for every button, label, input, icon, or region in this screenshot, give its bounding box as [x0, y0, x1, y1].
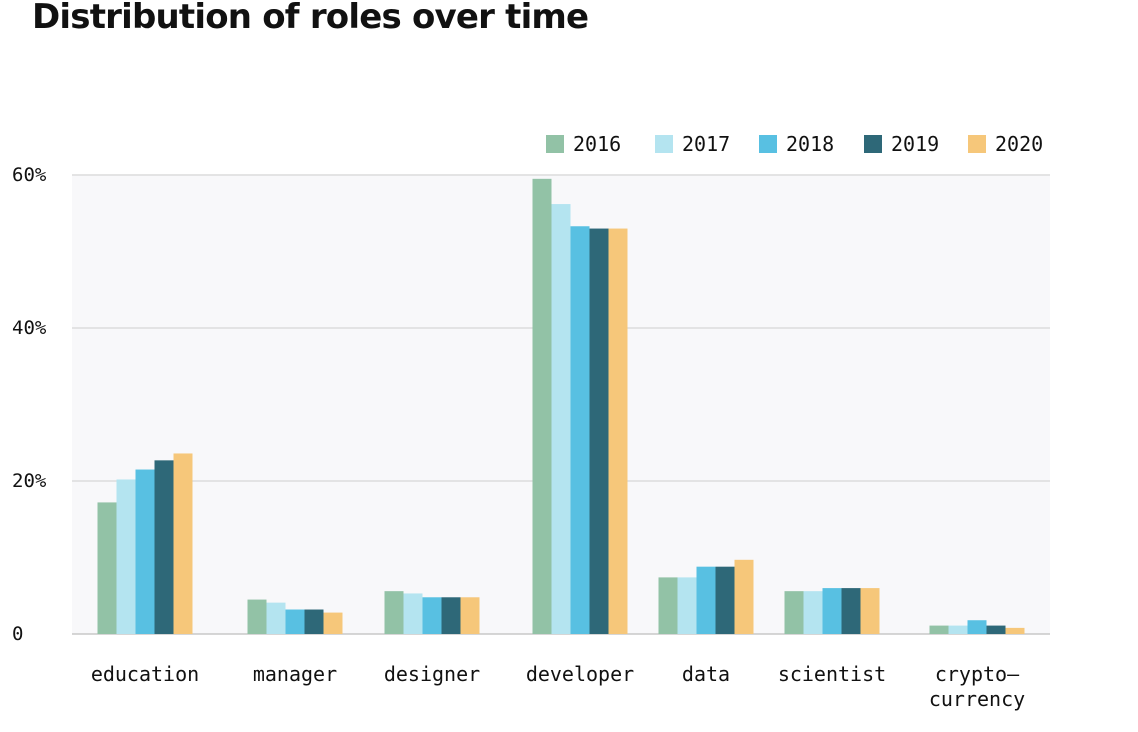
- bar-designer-2016[interactable]: [384, 591, 404, 634]
- legend-label: 2018: [786, 132, 834, 156]
- bar-manager-2017[interactable]: [266, 602, 286, 634]
- bar-education-2016[interactable]: [97, 502, 117, 634]
- legend-item-2020[interactable]: 2020: [968, 132, 1043, 156]
- legend-label: 2017: [682, 132, 730, 156]
- bar-scientist-2019[interactable]: [841, 588, 861, 634]
- legend-swatch: [546, 135, 564, 153]
- bar-crypto-currency-2019[interactable]: [986, 625, 1006, 634]
- bar-data-2020[interactable]: [734, 559, 754, 634]
- bar-education-2019[interactable]: [154, 460, 174, 634]
- x-tick-label: data: [682, 662, 730, 686]
- legend-label: 2019: [891, 132, 939, 156]
- bar-developer-2020[interactable]: [608, 228, 628, 635]
- bar-crypto-currency-2016[interactable]: [929, 625, 949, 634]
- y-tick-label: 20%: [12, 470, 47, 492]
- x-tick-label: developer: [526, 662, 634, 686]
- legend-item-2019[interactable]: 2019: [864, 132, 939, 156]
- bar-designer-2020[interactable]: [460, 597, 480, 634]
- bar-manager-2019[interactable]: [304, 609, 324, 634]
- legend-item-2018[interactable]: 2018: [759, 132, 834, 156]
- legend-swatch: [655, 135, 673, 153]
- bar-scientist-2018[interactable]: [822, 588, 842, 634]
- bar-education-2017[interactable]: [116, 479, 136, 634]
- bar-designer-2017[interactable]: [403, 593, 423, 634]
- bar-manager-2018[interactable]: [285, 609, 305, 634]
- bar-data-2017[interactable]: [677, 577, 697, 634]
- bar-scientist-2017[interactable]: [803, 591, 823, 634]
- bar-education-2020[interactable]: [173, 453, 193, 634]
- x-tick-label: designer: [384, 662, 480, 686]
- legend-item-2016[interactable]: 2016: [546, 132, 621, 156]
- y-tick-label: 60%: [12, 164, 47, 186]
- legend-label: 2016: [573, 132, 621, 156]
- bar-crypto-currency-2018[interactable]: [967, 620, 987, 634]
- legend-label: 2020: [995, 132, 1043, 156]
- bar-crypto-currency-2020[interactable]: [1005, 627, 1025, 634]
- y-tick-label: 40%: [12, 317, 47, 339]
- bar-developer-2018[interactable]: [570, 226, 590, 634]
- bar-developer-2017[interactable]: [551, 204, 571, 634]
- x-tick-label: manager: [253, 662, 337, 686]
- bar-crypto-currency-2017[interactable]: [948, 625, 968, 634]
- legend-swatch: [864, 135, 882, 153]
- x-tick-label: crypto—: [935, 662, 1020, 686]
- x-tick-label: education: [91, 662, 199, 686]
- bar-data-2019[interactable]: [715, 566, 735, 634]
- legend-swatch: [968, 135, 986, 153]
- bar-designer-2018[interactable]: [422, 597, 442, 634]
- bar-manager-2016[interactable]: [247, 599, 267, 634]
- bar-designer-2019[interactable]: [441, 597, 461, 634]
- legend-swatch: [759, 135, 777, 153]
- bar-data-2018[interactable]: [696, 566, 716, 634]
- x-tick-label: currency: [929, 687, 1025, 711]
- bar-manager-2020[interactable]: [323, 612, 343, 634]
- bar-data-2016[interactable]: [658, 577, 678, 634]
- chart-title: Distribution of roles over time: [32, 0, 589, 37]
- bar-developer-2016[interactable]: [532, 178, 552, 634]
- bar-scientist-2016[interactable]: [784, 591, 804, 634]
- bar-developer-2019[interactable]: [589, 228, 609, 635]
- y-tick-label: 0: [12, 623, 23, 645]
- bar-education-2018[interactable]: [135, 469, 155, 634]
- x-tick-label: scientist: [778, 662, 886, 686]
- legend-item-2017[interactable]: 2017: [655, 132, 730, 156]
- bar-scientist-2020[interactable]: [860, 588, 880, 634]
